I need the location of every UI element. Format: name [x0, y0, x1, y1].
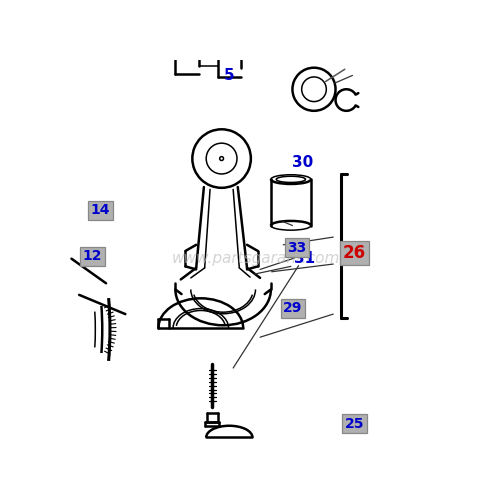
Text: 29: 29: [283, 302, 302, 316]
Text: 25: 25: [344, 417, 364, 431]
Text: 5: 5: [224, 68, 234, 83]
Text: 26: 26: [343, 244, 366, 262]
Text: www.partsgarant.com: www.partsgarant.com: [172, 251, 340, 266]
Text: 31: 31: [294, 251, 315, 266]
Text: 12: 12: [83, 250, 102, 264]
Text: 30: 30: [292, 154, 313, 170]
Text: 33: 33: [287, 241, 306, 255]
Text: 14: 14: [90, 203, 110, 217]
